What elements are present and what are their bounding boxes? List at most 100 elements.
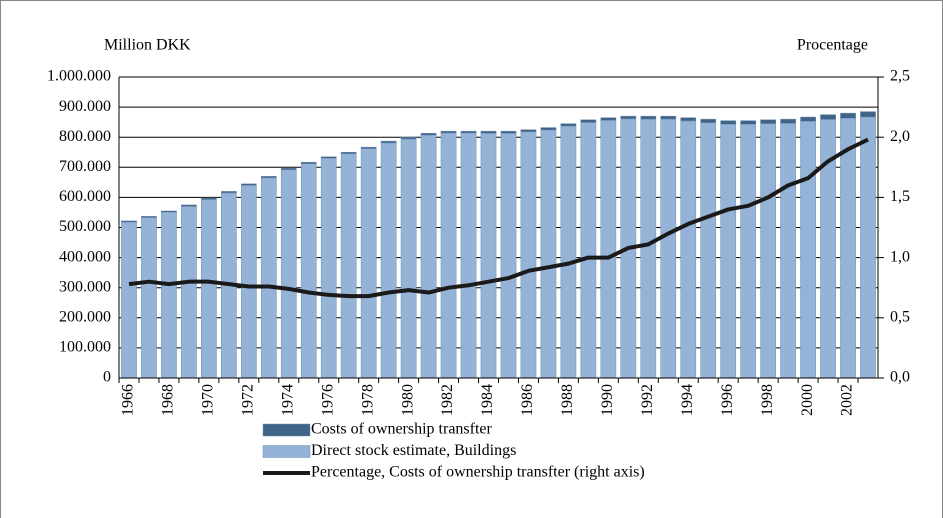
bar-segment (660, 118, 677, 379)
bar-segment (300, 161, 317, 164)
bar-segment (680, 120, 697, 379)
bar-segment (620, 115, 637, 120)
bar-segment (480, 130, 497, 134)
bar-segment (460, 130, 477, 134)
y-tick-label: 900.000 (59, 98, 111, 115)
bar-segment (560, 125, 577, 379)
bar-segment (440, 130, 457, 134)
bar-segment (460, 132, 477, 379)
y-tick-label: 0 (103, 369, 111, 386)
bar-segment (580, 122, 597, 379)
x-tick-label: 1974 (279, 384, 296, 416)
bar-segment (520, 129, 537, 133)
bar-segment (720, 124, 737, 379)
bar-segment (600, 117, 617, 121)
bar-segment (540, 129, 557, 379)
x-tick-label: 1990 (599, 384, 616, 416)
bar-segment (161, 210, 177, 213)
y2-tick-label: 1,0 (890, 248, 910, 265)
x-tick-label: 1982 (439, 384, 456, 416)
bar-segment (780, 123, 796, 379)
y-tick-label: 700.000 (59, 158, 111, 175)
x-tick-label: 1996 (719, 384, 736, 416)
bar-segment (600, 120, 617, 379)
bar-segment (280, 167, 297, 170)
bar-segment (300, 163, 317, 379)
y2-tick-label: 0,0 (890, 369, 910, 386)
legend-label: Direct stock estimate, Buildings (311, 442, 516, 459)
bar-segment (660, 115, 677, 120)
bar-segment (800, 120, 816, 379)
x-tick-label: 1970 (200, 384, 217, 416)
bar-segment (420, 134, 437, 379)
x-tick-label: 1994 (679, 384, 696, 416)
bar-segment (480, 133, 497, 379)
bar-segment (201, 197, 217, 200)
bar-segment (320, 156, 337, 159)
x-tick-label: 1984 (479, 384, 496, 416)
y-tick-label: 1.000.000 (47, 68, 111, 85)
x-tick-label: 1968 (160, 384, 177, 416)
x-tick-label: 1972 (240, 384, 257, 416)
y-tick-label: 200.000 (59, 308, 111, 325)
y2-tick-label: 1,5 (890, 188, 910, 205)
bar-segment (260, 177, 277, 379)
bar-segment (780, 118, 796, 124)
y-tick-label: 600.000 (59, 188, 111, 205)
bar-segment (820, 114, 836, 120)
y-tick-label: 400.000 (59, 248, 111, 265)
bar-segment (240, 185, 257, 379)
bar-segment (860, 116, 876, 379)
bar-segment (500, 130, 517, 134)
bar-segment (760, 123, 776, 379)
y2-tick-label: 2,0 (890, 128, 910, 145)
bar-segment (141, 217, 157, 379)
bar-segment (700, 122, 717, 379)
y2-tick-label: 0,5 (890, 308, 910, 325)
bar-segment (400, 138, 417, 379)
bar-segment (360, 146, 377, 149)
bar-segment (340, 153, 357, 379)
bar-segment (181, 206, 197, 379)
bar-segment (500, 133, 517, 379)
legend-label: Costs of ownership transfter (311, 421, 493, 438)
bar-segment (201, 199, 217, 379)
bar-segment (400, 136, 417, 140)
bar-segment (440, 132, 457, 379)
y-axis-label: Million DKK (104, 37, 191, 54)
bar-segment (640, 118, 657, 379)
legend-swatch (262, 445, 311, 458)
bar-segment (420, 133, 437, 136)
bar-segment (540, 127, 557, 131)
x-tick-label: 1986 (519, 384, 536, 416)
x-tick-label: 1978 (359, 384, 376, 416)
bar-segment (181, 204, 197, 207)
bar-segment (800, 116, 816, 122)
x-tick-label: 1976 (319, 384, 336, 416)
legend-label: Percentage, Costs of ownership transfter… (311, 464, 645, 481)
x-tick-label: 2002 (839, 384, 856, 416)
bar-segment (360, 148, 377, 379)
bar-segment (580, 119, 597, 123)
bar-segment (840, 117, 856, 379)
bar-segment (380, 142, 397, 379)
bar-segment (840, 112, 856, 119)
y-tick-label: 800.000 (59, 128, 111, 145)
bar-segment (320, 158, 337, 379)
y-tick-label: 100.000 (59, 339, 111, 356)
x-tick-label: 1980 (399, 384, 416, 416)
bar-segment (221, 191, 237, 194)
line-series (128, 137, 869, 299)
y2-tick-label: 2,5 (890, 68, 910, 85)
bar-segment (380, 140, 397, 144)
bar-segment (280, 169, 297, 379)
x-tick-label: 1992 (639, 384, 656, 416)
bar-segment (700, 118, 717, 124)
bar-segment (720, 120, 737, 125)
bar-segment (860, 111, 876, 118)
bar-segment (240, 183, 257, 186)
bar-segment (680, 117, 697, 122)
x-tick-label: 1988 (559, 384, 576, 416)
